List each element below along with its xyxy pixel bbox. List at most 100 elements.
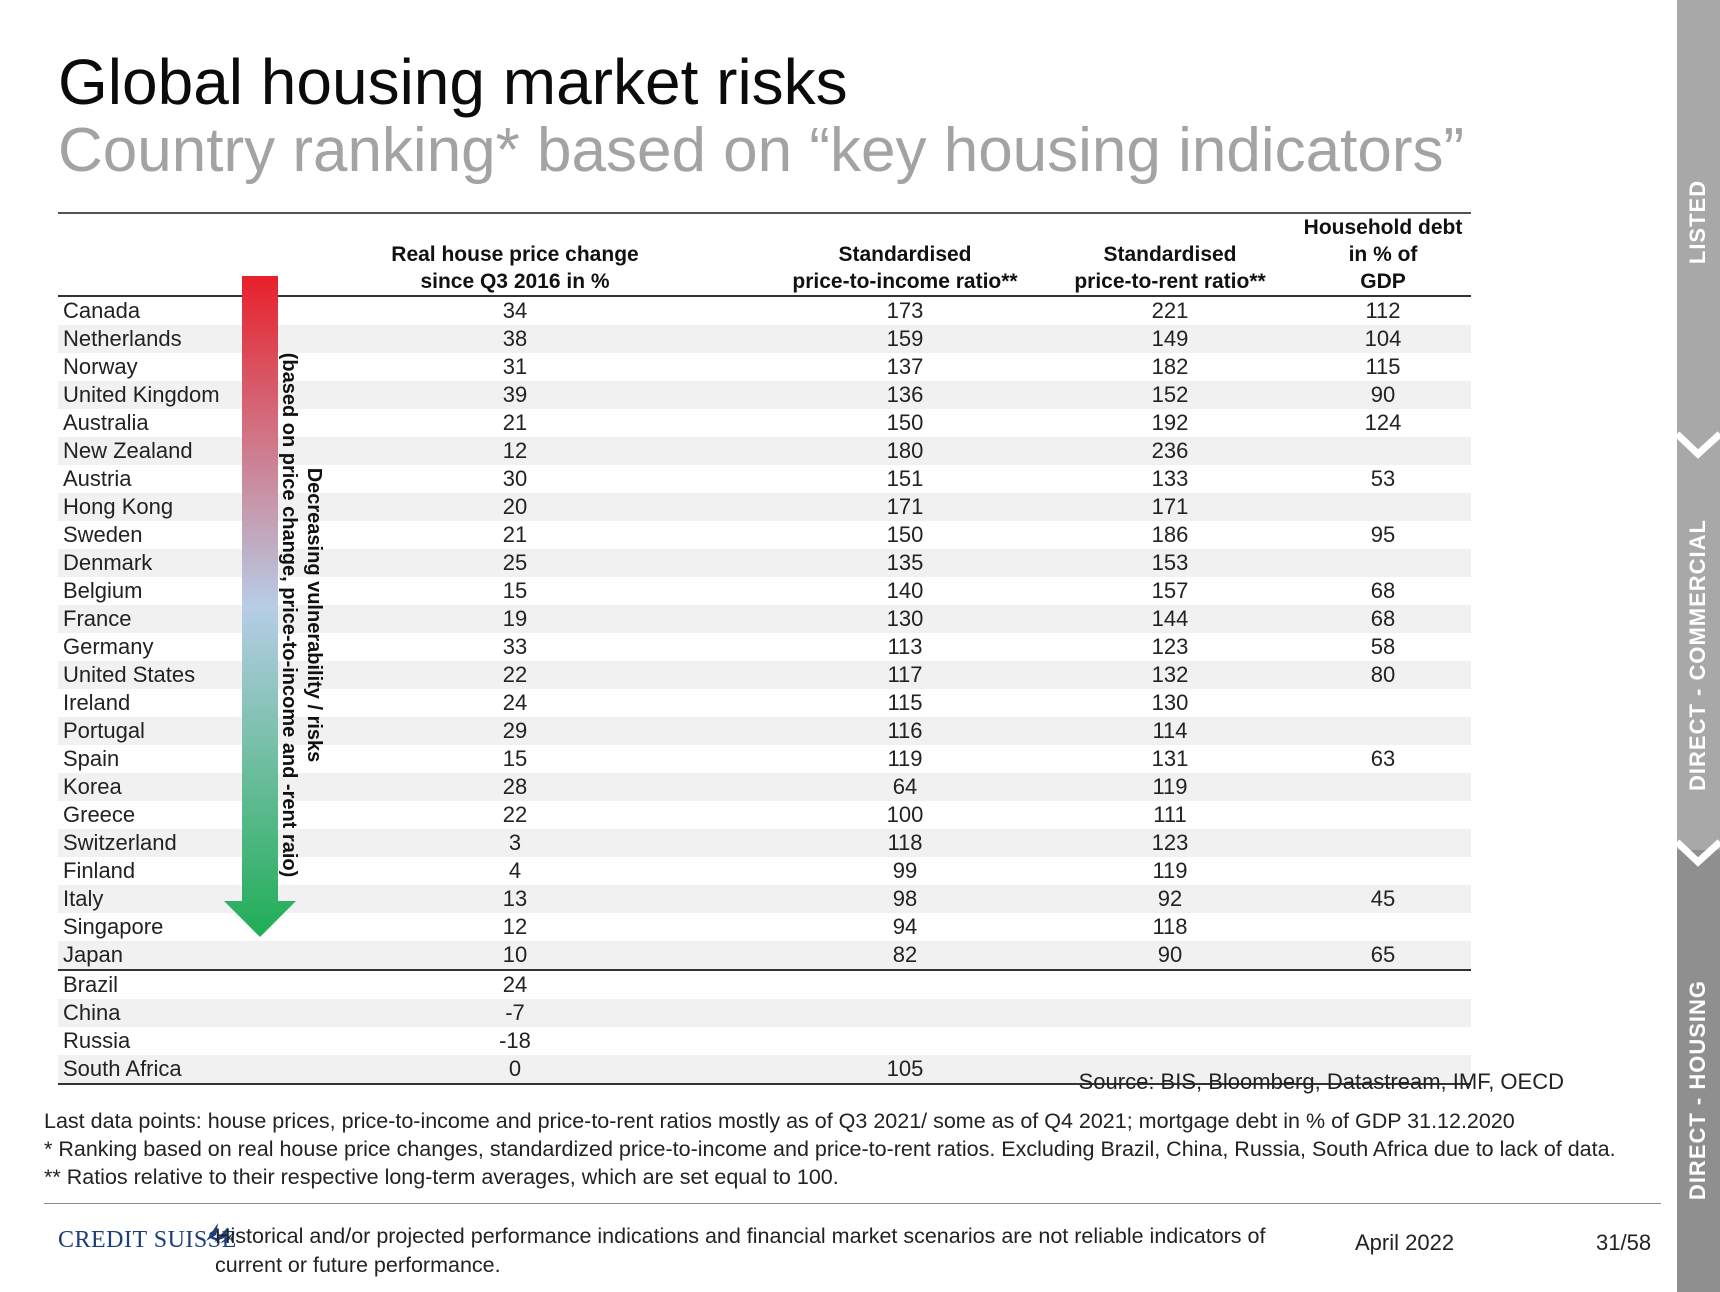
table-cell-price-change: 20: [265, 493, 765, 521]
table-cell-household-debt: 45: [1295, 885, 1471, 913]
arrow-label: Decreasing vulnerability / risks (based …: [278, 352, 325, 878]
table-cell-household-debt: 65: [1295, 941, 1471, 970]
table-cell-price-change: 0: [265, 1055, 765, 1085]
table-cell-country: Germany: [63, 634, 154, 659]
table-cell-country: Switzerland: [58, 829, 265, 857]
table-row: Japan 10 82 90 65: [58, 941, 1471, 970]
table-cell-price-to-rent: 132: [1045, 661, 1295, 689]
table-cell-price-to-rent: [1045, 1055, 1295, 1085]
table-row: Singapore 12 94 118: [58, 913, 1471, 941]
table-row: Netherlands 38 159 149 104: [58, 325, 1471, 353]
table-cell-price-to-rent: 153: [1045, 549, 1295, 577]
table-cell-price-to-income: 99: [892, 858, 918, 883]
table-cell-country: Norway: [63, 354, 138, 379]
page-number: 31/58: [1596, 1230, 1652, 1255]
table-cell-household-debt: [1295, 999, 1471, 1027]
table-row: New Zealand 12 180 236: [58, 437, 1471, 465]
table-cell-country: Japan: [58, 941, 265, 970]
section-sidebar: LISTED DIRECT - COMMERCIAL DIRECT - HOUS…: [1677, 0, 1720, 1292]
sidebar-tab-listed[interactable]: LISTED: [1685, 179, 1710, 265]
table-cell-country: China: [58, 999, 265, 1027]
table-cell-price-to-rent: 192: [1151, 410, 1189, 435]
table-cell-country: Ireland: [63, 690, 131, 715]
table-cell-price-to-rent: [1045, 999, 1295, 1027]
table-cell-price-change: 19: [265, 605, 765, 633]
table-cell-household-debt: [1295, 829, 1471, 857]
table-cell-country: Sweden: [63, 522, 143, 547]
credit-suisse-logo: CREDIT SUISSE: [58, 1223, 236, 1261]
table-cell-country: Portugal: [58, 717, 265, 745]
table-cell-price-to-income: 64: [765, 773, 1045, 801]
table-cell-price-to-rent: 123: [1045, 829, 1295, 857]
table-row: Sweden 21 150 186 95: [58, 521, 1471, 549]
table-cell-price-to-income: 105: [765, 1055, 1045, 1085]
table-cell-household-debt: [1295, 689, 1471, 717]
table-cell-country: Hong Kong: [58, 493, 265, 521]
table-cell-country: Australia: [63, 410, 149, 435]
table-body: Canada 34 173 221 112 Netherlands 38 159 149 104 N…: [58, 296, 1471, 1085]
table-cell-price-to-income: 140: [886, 578, 924, 603]
table-cell-household-debt: [1295, 1055, 1471, 1085]
housing-indicators-table: Real house price change since Q3 2016 in …: [58, 212, 1471, 1085]
table-cell-household-debt: 80: [1295, 661, 1471, 689]
table-cell-price-to-income: 94: [892, 914, 918, 939]
table-cell-price-to-rent: 111: [1153, 802, 1187, 827]
table-cell-price-change: 22: [265, 661, 765, 689]
table-cell-household-debt: [1295, 773, 1471, 801]
table-row: Canada 34 173 221 112: [58, 296, 1471, 325]
table-row: Australia 21 150 192 124: [58, 409, 1471, 437]
report-date: April 2022: [1355, 1230, 1455, 1255]
table-cell-price-change: 31: [502, 354, 528, 379]
table-cell-price-to-income: 150: [886, 410, 924, 435]
table-cell-household-debt: [1295, 801, 1471, 829]
table-cell-country: South Africa: [58, 1055, 265, 1085]
table-cell-household-debt: [1295, 493, 1471, 521]
table-cell-household-debt: 115: [1365, 354, 1401, 379]
sidebar-tab-direct-commercial[interactable]: DIRECT - COMMERCIAL: [1685, 519, 1710, 791]
table-cell-price-change: 12: [265, 437, 765, 465]
footnote-ranking: * Ranking based on real house price chan…: [44, 1137, 1616, 1161]
table-cell-country: Greece: [63, 802, 136, 827]
table-cell-price-to-rent: 171: [1045, 493, 1295, 521]
logo-text: CREDIT SUISSE: [58, 1227, 237, 1253]
table-cell-price-to-rent: 144: [1045, 605, 1295, 633]
table-cell-price-to-rent: 119: [1152, 858, 1188, 883]
table-cell-price-to-rent: 133: [1151, 466, 1189, 491]
table-cell-price-change: 38: [265, 325, 765, 353]
table-cell-household-debt: [1295, 857, 1471, 885]
table-row: Hong Kong 20 171 171: [58, 493, 1471, 521]
table-cell-price-to-rent: 131: [1151, 746, 1189, 771]
table-cell-country: New Zealand: [58, 437, 265, 465]
table-cell-price-change: 24: [265, 969, 765, 999]
table-row: France 19 130 144 68: [58, 605, 1471, 633]
table-cell-price-change: -7: [265, 999, 765, 1027]
table-row: Greece 22 100 111: [58, 801, 1471, 829]
table-cell-country: Russia: [63, 1028, 131, 1053]
table-cell-country: France: [58, 605, 265, 633]
table-row: United States 22 117 132 80: [58, 661, 1471, 689]
table-row: Austria 30 151 133 53: [58, 465, 1471, 493]
header-price-to-rent: Standardised price-to-rent ratio**: [1045, 212, 1295, 297]
table-cell-price-change: 21: [502, 522, 528, 547]
table-cell-country: Singapore: [63, 914, 164, 939]
table-cell-price-change: 25: [265, 549, 765, 577]
table-cell-household-debt: 112: [1365, 298, 1401, 323]
table-cell-price-to-rent: 186: [1151, 522, 1189, 547]
table-cell-price-to-income: 82: [765, 941, 1045, 970]
table-cell-price-to-rent: [1045, 1027, 1295, 1055]
table-cell-price-to-rent: 123: [1151, 634, 1189, 659]
table-cell-price-change: 10: [265, 941, 765, 970]
source-note: Source: BIS, Bloomberg, Datastream, IMF,…: [1078, 1069, 1564, 1094]
sidebar-active-section: [1677, 850, 1720, 1292]
sidebar-tab-direct-housing[interactable]: DIRECT - HOUSING: [1685, 979, 1710, 1201]
table-cell-price-to-rent: 119: [1045, 773, 1295, 801]
table-cell-price-to-rent: 130: [1151, 690, 1189, 715]
table-cell-price-to-income: 116: [765, 717, 1045, 745]
table-cell-price-to-rent: 90: [1045, 941, 1295, 970]
footer-divider: [44, 1203, 1661, 1204]
table-row: China -7: [58, 999, 1471, 1027]
table-cell-household-debt: 68: [1295, 605, 1471, 633]
table-cell-country: United Kingdom: [58, 381, 265, 409]
table-row: Korea 28 64 119: [58, 773, 1471, 801]
table-cell-price-to-income: 151: [886, 466, 924, 491]
